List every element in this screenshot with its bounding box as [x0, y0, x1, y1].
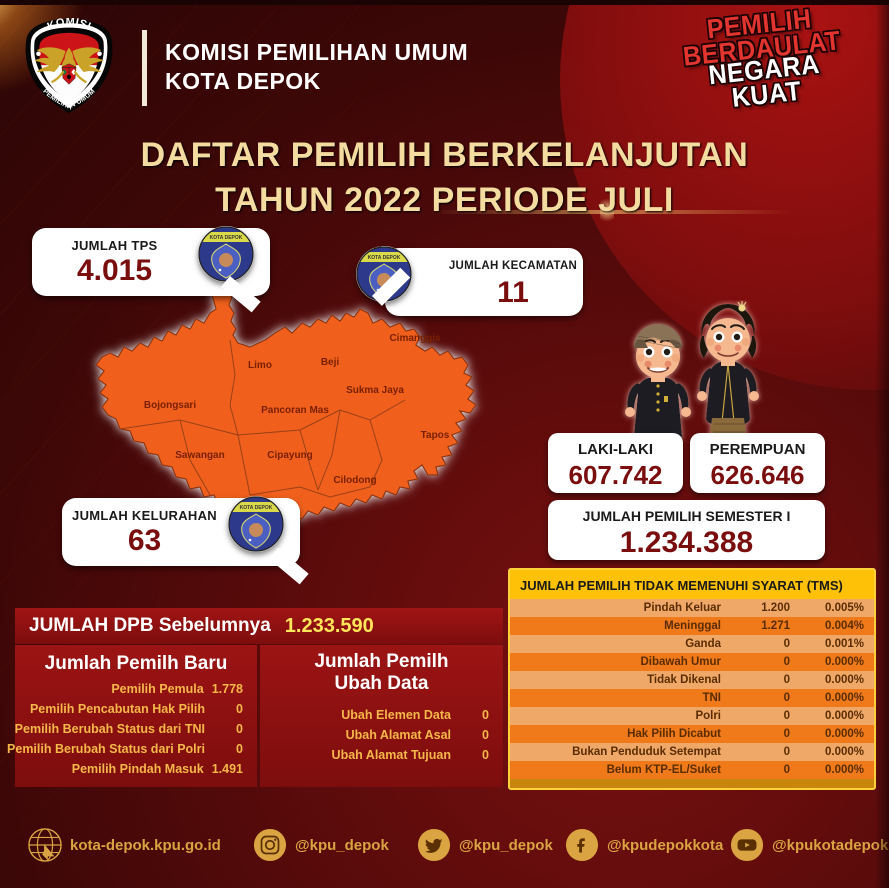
svg-text:KOTA DEPOK: KOTA DEPOK	[240, 505, 273, 511]
svg-text:KOTA DEPOK: KOTA DEPOK	[368, 255, 401, 261]
svg-text:KOTA DEPOK: KOTA DEPOK	[210, 235, 243, 241]
